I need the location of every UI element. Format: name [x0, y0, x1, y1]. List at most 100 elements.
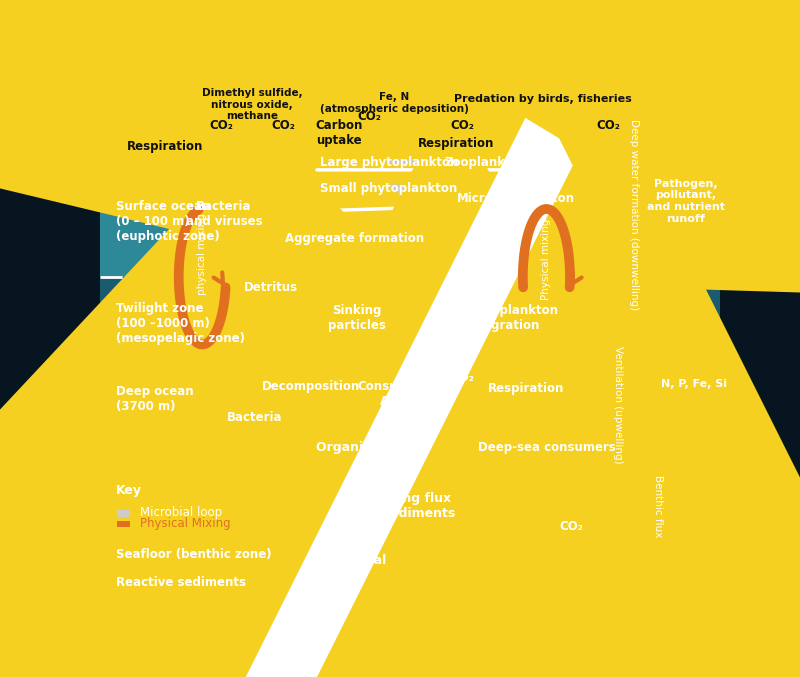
Text: Reactive sediments: Reactive sediments — [115, 576, 246, 589]
Point — [434, 571, 446, 582]
Text: Benthic flux: Benthic flux — [653, 475, 663, 538]
Point — [458, 460, 470, 471]
Point — [409, 542, 422, 553]
Point — [280, 505, 293, 516]
Text: Zooplankton
migration: Zooplankton migration — [475, 305, 558, 332]
Point — [258, 502, 271, 513]
Point — [319, 511, 332, 522]
Point — [448, 452, 461, 463]
Point — [359, 394, 372, 405]
Text: Carbon and nutrient flow: Carbon and nutrient flow — [140, 496, 288, 508]
Point — [314, 484, 326, 495]
Text: Fe, N
(atmospheric deposition): Fe, N (atmospheric deposition) — [320, 92, 469, 114]
Point — [326, 573, 339, 584]
Text: Respiration: Respiration — [127, 140, 203, 153]
Point — [460, 458, 473, 468]
Point — [526, 552, 539, 563]
Text: Sinking
particles: Sinking particles — [328, 305, 386, 332]
Point — [346, 440, 358, 451]
Point — [402, 563, 415, 574]
Ellipse shape — [310, 76, 422, 139]
Point — [471, 573, 484, 584]
Point — [486, 546, 498, 557]
Point — [347, 577, 360, 588]
Point — [508, 559, 521, 570]
Point — [297, 427, 310, 437]
Point — [462, 485, 474, 496]
Text: Surface ocean
(0 – 100 m)
(euphotic zone): Surface ocean (0 – 100 m) (euphotic zone… — [115, 200, 219, 244]
Point — [307, 530, 320, 541]
Point — [307, 460, 320, 471]
Text: Detritus: Detritus — [438, 299, 492, 312]
Point — [447, 498, 460, 508]
Text: physical mixing: physical mixing — [198, 213, 207, 295]
Point — [391, 578, 404, 589]
Point — [430, 547, 442, 558]
Point — [270, 565, 282, 576]
Point — [268, 486, 281, 497]
Point — [411, 513, 424, 524]
Point — [258, 502, 270, 512]
Text: Large phytoplankton: Large phytoplankton — [320, 156, 458, 169]
Point — [333, 375, 346, 386]
Point — [271, 544, 284, 554]
Bar — [117, 510, 130, 517]
Text: CO₂: CO₂ — [358, 110, 382, 123]
Point — [380, 494, 393, 504]
Point — [348, 431, 361, 442]
Point — [379, 422, 392, 433]
Text: Consumption: Consumption — [358, 380, 444, 393]
Point — [316, 485, 329, 496]
Text: Deep-sea consumers: Deep-sea consumers — [478, 441, 616, 454]
Bar — [624, 149, 674, 376]
Text: Organic carbon: Organic carbon — [316, 441, 423, 454]
Point — [277, 463, 290, 474]
Point — [356, 485, 369, 496]
Point — [466, 457, 478, 468]
Point — [311, 384, 324, 395]
Text: CO₂: CO₂ — [450, 119, 474, 132]
Bar — [646, 71, 720, 175]
Point — [318, 527, 330, 538]
Point — [288, 456, 301, 466]
Text: Aggregate formation: Aggregate formation — [285, 232, 424, 245]
Point — [345, 483, 358, 494]
Text: Twilight zone
(100 –1000 m)
(mesopelagic zone): Twilight zone (100 –1000 m) (mesopelagic… — [115, 302, 245, 345]
Point — [391, 454, 404, 465]
Point — [431, 492, 444, 502]
Point — [290, 487, 303, 498]
Text: Deep water formation (downwelling): Deep water formation (downwelling) — [629, 118, 639, 310]
Point — [443, 553, 456, 564]
Point — [242, 530, 255, 541]
Point — [235, 563, 248, 574]
Point — [341, 556, 354, 567]
Text: Seafloor (benthic zone): Seafloor (benthic zone) — [115, 548, 271, 561]
Bar — [621, 97, 720, 160]
Point — [243, 567, 256, 578]
Point — [466, 482, 479, 493]
Bar — [649, 376, 686, 545]
Point — [458, 492, 471, 502]
Point — [470, 573, 483, 584]
Point — [349, 499, 362, 510]
Point — [373, 557, 386, 568]
Point — [304, 564, 317, 575]
Bar — [100, 149, 720, 277]
Bar — [100, 376, 720, 545]
Point — [406, 438, 418, 449]
Point — [310, 424, 322, 435]
Point — [300, 412, 313, 422]
Point — [327, 378, 340, 389]
Text: Pathogen,
pollutant,
and nutrient
runoff: Pathogen, pollutant, and nutrient runoff — [647, 179, 725, 223]
Point — [313, 517, 326, 528]
Point — [390, 511, 403, 522]
Point — [521, 574, 534, 585]
Point — [482, 568, 494, 579]
Point — [321, 489, 334, 500]
Text: Dimethyl sulfide,
nitrous oxide,
methane: Dimethyl sulfide, nitrous oxide, methane — [202, 88, 302, 121]
Point — [480, 538, 493, 548]
Point — [277, 569, 290, 580]
Point — [284, 580, 297, 591]
Point — [314, 395, 326, 406]
Point — [329, 418, 342, 429]
